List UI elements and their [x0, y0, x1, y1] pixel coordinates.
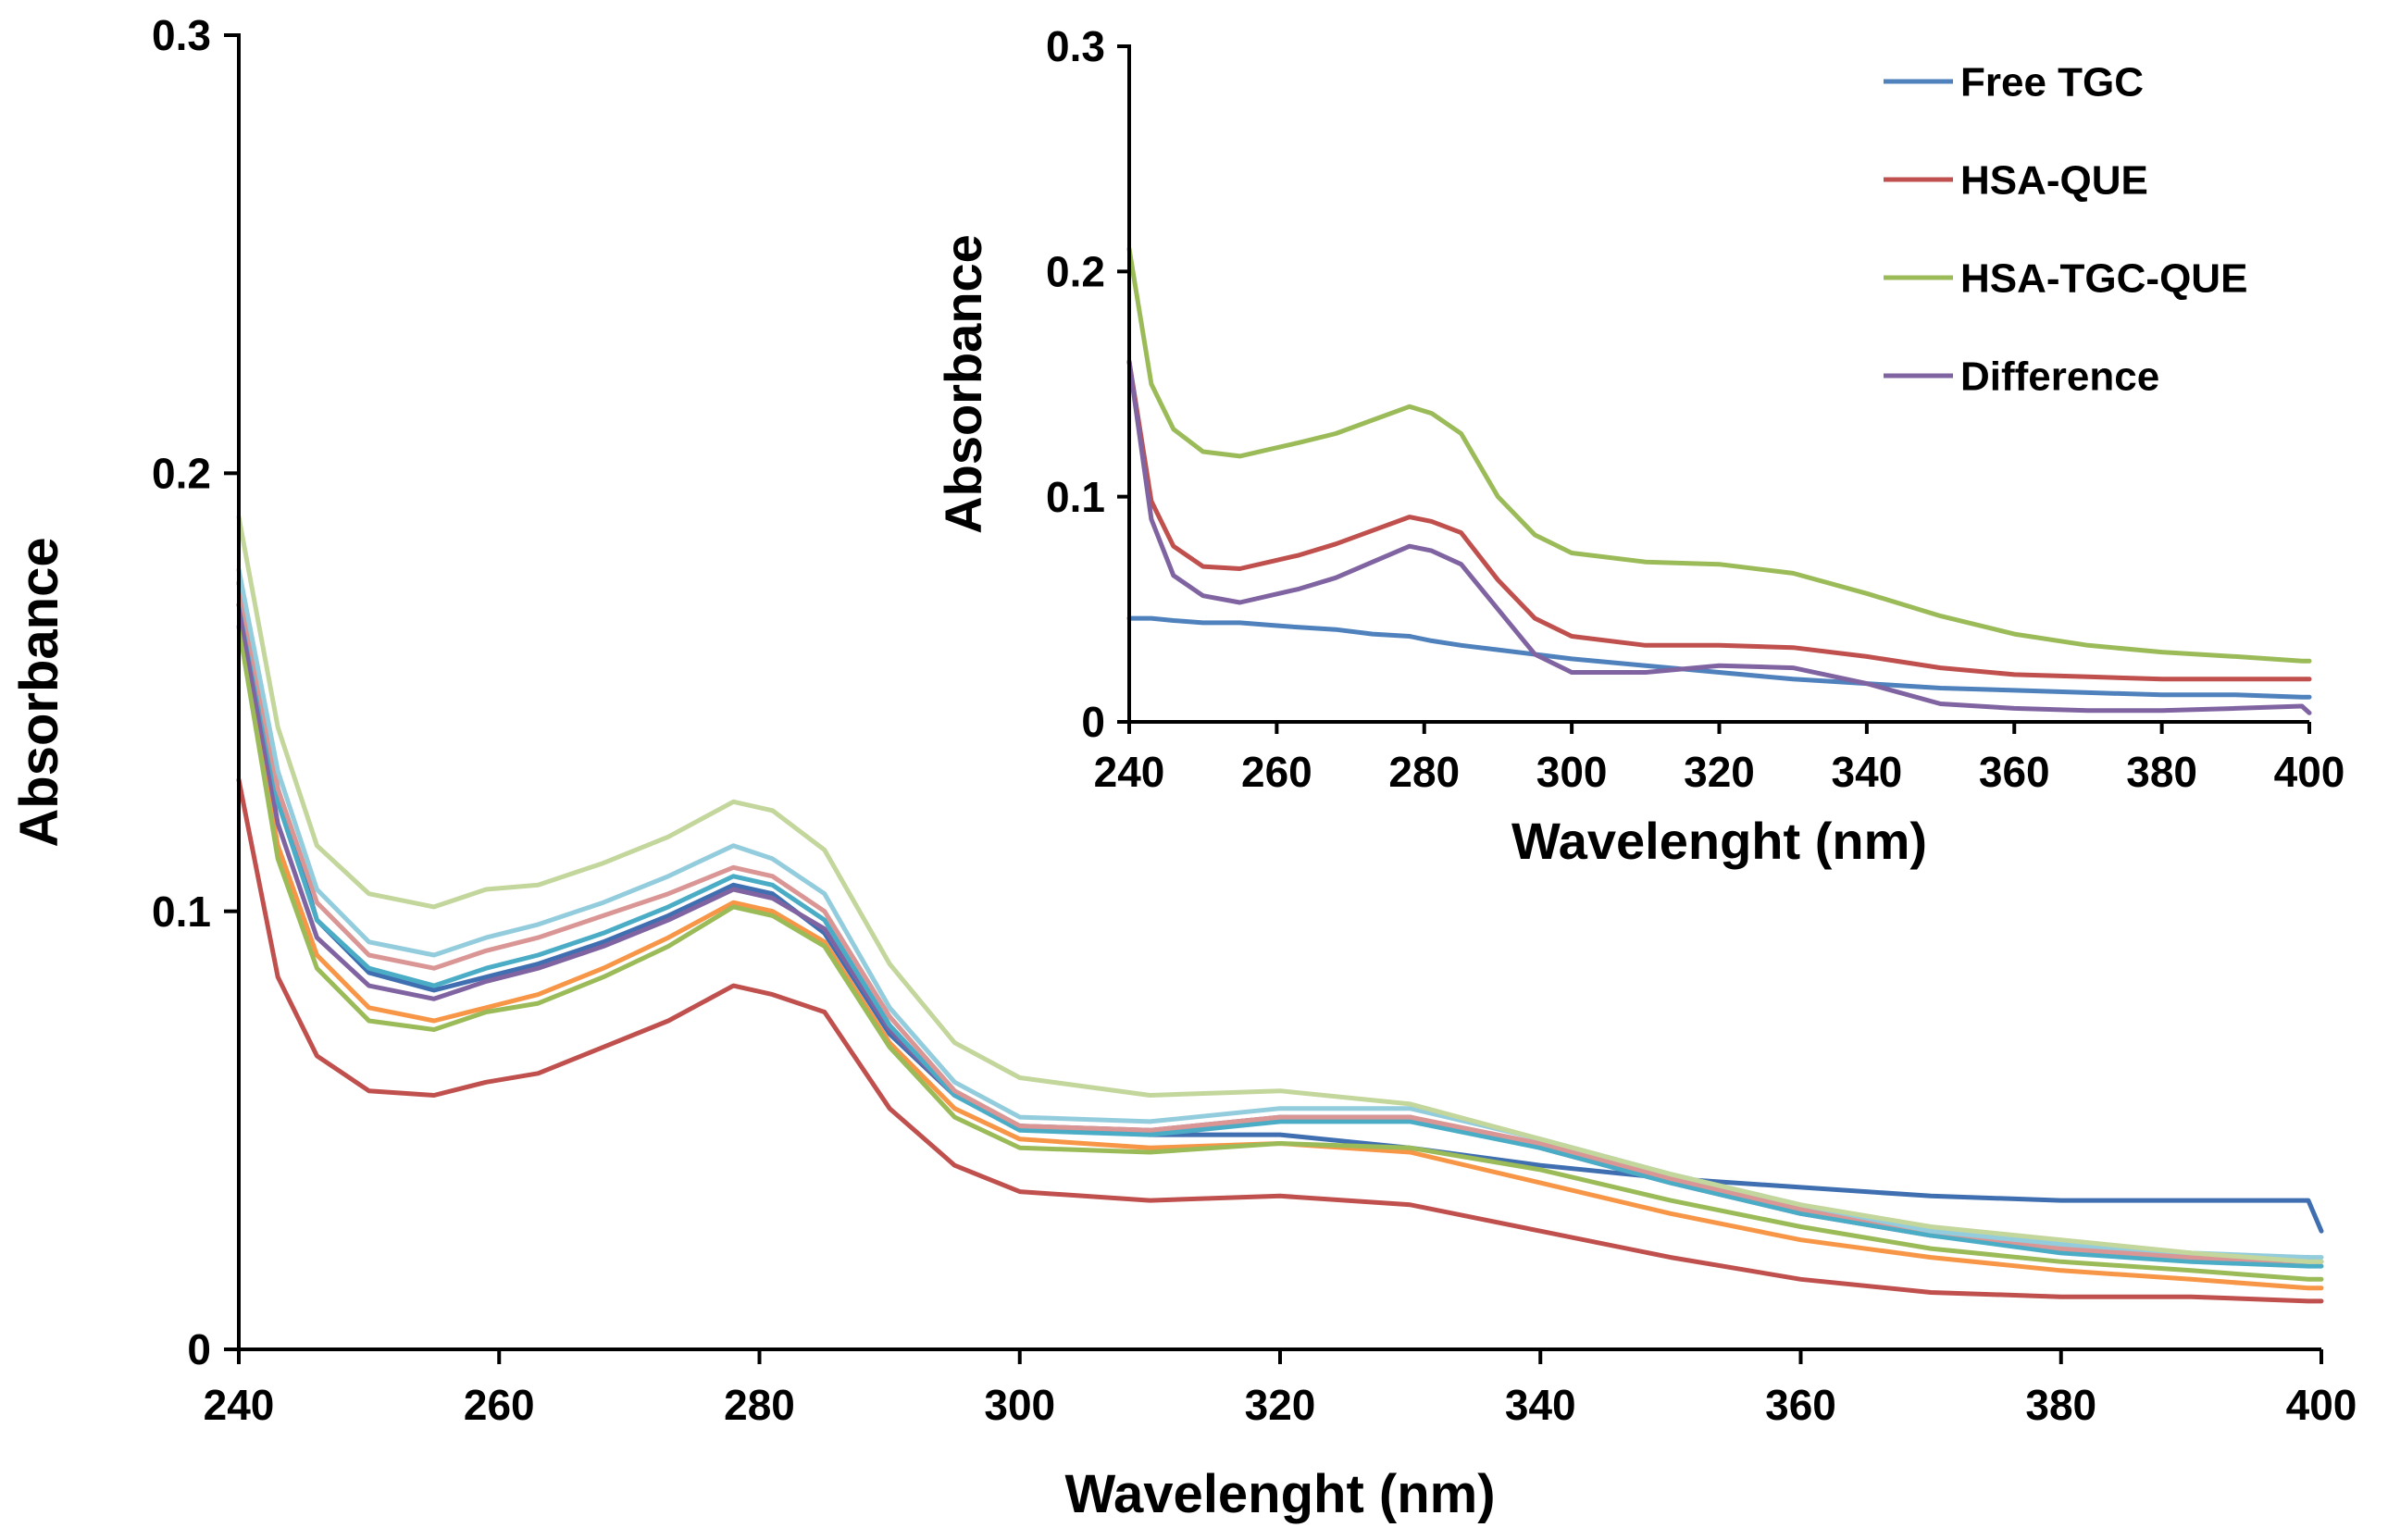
main-chart: 240 260 280 300 320 340 360 380 400 0 0.1 0.2 0.3 Wav… — [9, 11, 2357, 1524]
main-y-tick-label: 0.1 — [152, 888, 211, 936]
inset-x-tick-label: 360 — [1979, 748, 2050, 796]
main-x-tick-label: 380 — [2025, 1381, 2096, 1429]
main-series-line-9 — [236, 515, 2324, 1264]
main-x-tick-label: 240 — [204, 1381, 275, 1429]
inset-legend-label: HSA-QUE — [1960, 157, 2148, 203]
inset-x-tick-label: 340 — [1832, 748, 1903, 796]
inset-y-axis-title: Absorbance — [934, 234, 992, 534]
main-x-tick-label: 360 — [1765, 1381, 1836, 1429]
inset-series-line-2 — [1126, 359, 2312, 682]
main-series-line-3 — [236, 624, 2324, 1291]
inset-chart: 240 260 280 300 320 340 360 380 400 0 0.1 0.2 0.3 Wav… — [934, 22, 2344, 870]
main-y-tick-label: 0 — [187, 1325, 211, 1373]
main-x-tick-label: 400 — [2286, 1381, 2357, 1429]
main-series-line-8 — [236, 567, 2324, 1261]
inset-legend-label: Difference — [1960, 354, 2159, 399]
inset-x-tick-label: 400 — [2274, 748, 2345, 796]
inset-y-tick-label: 0 — [1081, 698, 1105, 746]
inset-x-tick-label: 380 — [2126, 748, 2197, 796]
inset-y-tick-label: 0.3 — [1046, 22, 1105, 70]
inset-series-line-4 — [1126, 359, 2312, 715]
main-x-tick-label: 280 — [724, 1381, 795, 1429]
inset-series-line-3 — [1126, 246, 2312, 664]
main-series-line-2 — [236, 777, 2324, 1304]
inset-x-tick-label: 260 — [1241, 748, 1312, 796]
inset-series-group — [1126, 246, 2312, 715]
inset-x-tick-label: 280 — [1388, 748, 1460, 796]
inset-x-tick-label: 300 — [1536, 748, 1608, 796]
inset-legend-label: HSA-TGC-QUE — [1960, 255, 2247, 301]
main-y-axis-title: Absorbance — [9, 537, 69, 847]
inset-series-line-1 — [1126, 615, 2312, 700]
main-series-line-4 — [236, 624, 2324, 1282]
main-y-tick-label: 0.3 — [152, 11, 211, 59]
inset-y-tick-label: 0.1 — [1046, 473, 1105, 521]
main-x-axis-title: Wavelenght (nm) — [1064, 1464, 1495, 1524]
main-x-tick-label: 340 — [1505, 1381, 1576, 1429]
main-x-tick-label: 260 — [464, 1381, 535, 1429]
inset-y-tick-label: 0.2 — [1046, 247, 1105, 295]
inset-x-tick-label: 320 — [1684, 748, 1755, 796]
main-series-line-6 — [236, 580, 2324, 1269]
main-y-tick-label: 0.2 — [152, 449, 211, 497]
main-series-group — [236, 515, 2324, 1304]
inset-x-axis-title: Wavelenght (nm) — [1511, 812, 1927, 870]
main-x-tick-label: 300 — [984, 1381, 1055, 1429]
main-x-tick-label: 320 — [1245, 1381, 1316, 1429]
inset-legend: Free TGC HSA-QUE HSA-TGC-QUE Difference — [1884, 59, 2247, 399]
inset-legend-label: Free TGC — [1960, 59, 2144, 105]
inset-x-tick-label: 240 — [1094, 748, 1165, 796]
